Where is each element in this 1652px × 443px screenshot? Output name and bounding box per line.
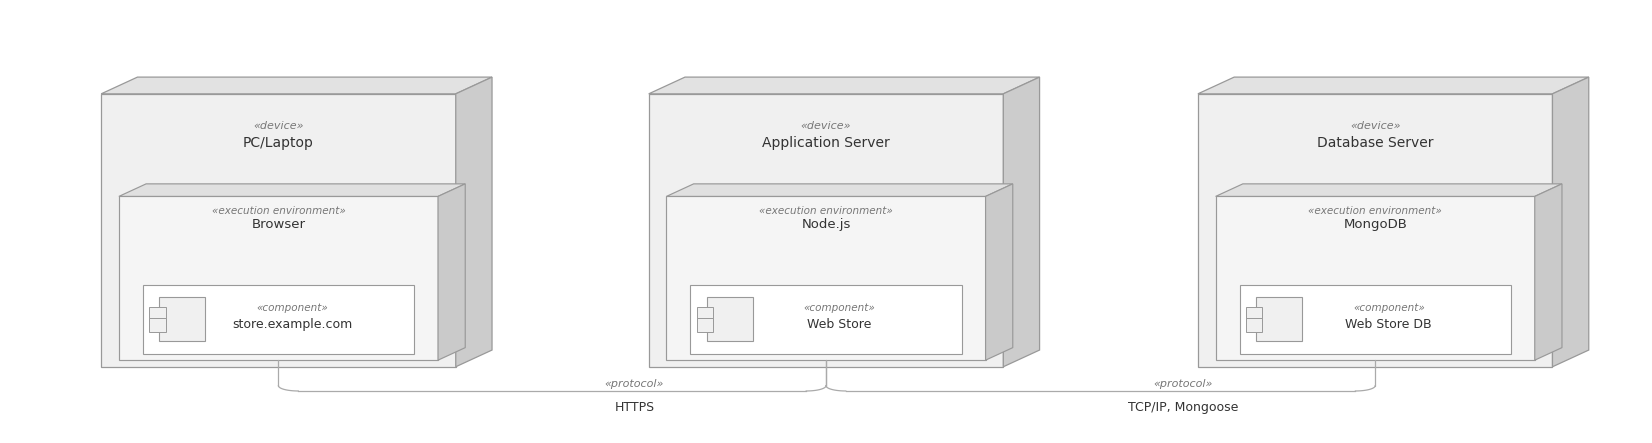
- Polygon shape: [1003, 77, 1039, 367]
- FancyBboxPatch shape: [1239, 285, 1512, 354]
- Polygon shape: [649, 94, 1003, 367]
- Text: «protocol»: «protocol»: [1153, 379, 1213, 389]
- Polygon shape: [666, 196, 986, 360]
- Text: Application Server: Application Server: [762, 136, 890, 150]
- Text: TCP/IP, Mongoose: TCP/IP, Mongoose: [1128, 400, 1237, 414]
- FancyBboxPatch shape: [1246, 318, 1262, 332]
- FancyBboxPatch shape: [159, 297, 205, 341]
- Text: «protocol»: «protocol»: [605, 379, 664, 389]
- Polygon shape: [1198, 94, 1553, 367]
- Text: Database Server: Database Server: [1317, 136, 1434, 150]
- Text: PC/Laptop: PC/Laptop: [243, 136, 314, 150]
- FancyBboxPatch shape: [697, 318, 714, 332]
- Text: «device»: «device»: [253, 121, 304, 131]
- Polygon shape: [1216, 184, 1561, 196]
- Text: «execution environment»: «execution environment»: [760, 206, 892, 216]
- FancyBboxPatch shape: [149, 307, 165, 321]
- Text: «component»: «component»: [803, 303, 876, 313]
- Polygon shape: [1535, 184, 1561, 360]
- Polygon shape: [456, 77, 492, 367]
- Text: «execution environment»: «execution environment»: [211, 206, 345, 216]
- Polygon shape: [1216, 196, 1535, 360]
- FancyBboxPatch shape: [691, 285, 961, 354]
- Text: «execution environment»: «execution environment»: [1308, 206, 1442, 216]
- Text: «device»: «device»: [1350, 121, 1401, 131]
- Polygon shape: [101, 94, 456, 367]
- Polygon shape: [438, 184, 466, 360]
- Text: MongoDB: MongoDB: [1343, 218, 1408, 231]
- FancyBboxPatch shape: [697, 307, 714, 321]
- Polygon shape: [649, 77, 1039, 94]
- Polygon shape: [666, 184, 1013, 196]
- FancyBboxPatch shape: [142, 285, 415, 354]
- Text: HTTPS: HTTPS: [615, 400, 654, 414]
- Text: «device»: «device»: [801, 121, 851, 131]
- FancyBboxPatch shape: [1246, 307, 1262, 321]
- Text: store.example.com: store.example.com: [231, 318, 352, 331]
- Text: Browser: Browser: [251, 218, 306, 231]
- Text: «component»: «component»: [256, 303, 327, 313]
- Polygon shape: [101, 77, 492, 94]
- Text: Web Store: Web Store: [808, 318, 872, 331]
- Polygon shape: [119, 196, 438, 360]
- Polygon shape: [1553, 77, 1589, 367]
- Polygon shape: [986, 184, 1013, 360]
- FancyBboxPatch shape: [149, 318, 165, 332]
- Polygon shape: [1198, 77, 1589, 94]
- Text: Web Store DB: Web Store DB: [1345, 318, 1432, 331]
- Text: «component»: «component»: [1353, 303, 1424, 313]
- FancyBboxPatch shape: [707, 297, 753, 341]
- FancyBboxPatch shape: [1256, 297, 1302, 341]
- Polygon shape: [119, 184, 466, 196]
- Text: Node.js: Node.js: [801, 218, 851, 231]
